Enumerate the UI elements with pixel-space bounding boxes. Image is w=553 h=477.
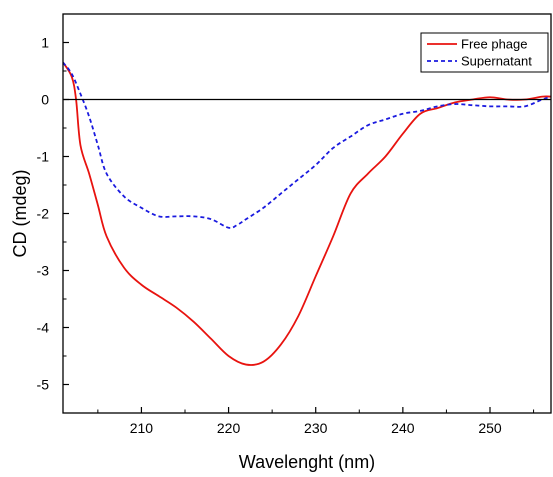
y-tick-label: -4 (37, 320, 50, 336)
x-tick-label: 210 (130, 420, 154, 436)
y-tick-label: 0 (41, 92, 49, 108)
series-line-supernatant (63, 61, 551, 229)
series-line-free-phage (63, 61, 551, 366)
y-tick-label: -5 (37, 377, 50, 393)
legend-label-free-phage: Free phage (461, 37, 528, 52)
legend-label-supernatant: Supernatant (461, 54, 532, 69)
x-tick-label: 220 (217, 420, 241, 436)
x-axis-title: Wavelenght (nm) (239, 452, 375, 472)
series-layer (63, 61, 551, 366)
x-tick-label: 240 (391, 420, 415, 436)
y-tick-label: -2 (37, 206, 50, 222)
y-axis-title: CD (mdeg) (10, 169, 30, 257)
ticks-layer: 210 220 230 240 250 1 0 -1 -2 -3 -4 -5 (37, 13, 535, 436)
y-tick-label: -3 (37, 263, 50, 279)
y-tick-label: -1 (37, 149, 50, 165)
x-tick-label: 250 (478, 420, 502, 436)
y-tick-label: 1 (41, 35, 49, 51)
legend-box (420, 32, 549, 73)
legend: Free phage Supernatant (420, 32, 549, 73)
x-tick-label: 230 (304, 420, 328, 436)
plot-frame (62, 13, 552, 414)
